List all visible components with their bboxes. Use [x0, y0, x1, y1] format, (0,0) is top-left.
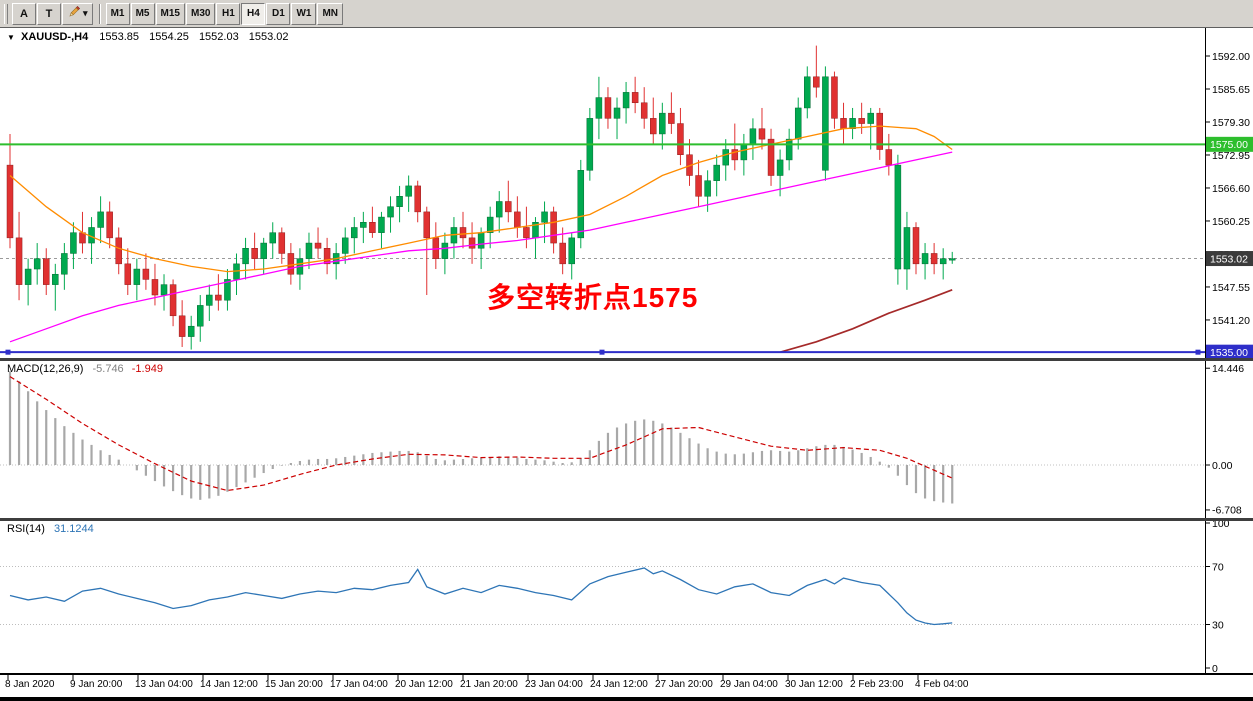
time-label: 20 Jan 12:00 — [395, 679, 453, 690]
svg-text:1579.30: 1579.30 — [1212, 117, 1250, 129]
line-handle — [5, 349, 11, 355]
window-edge — [0, 697, 1253, 701]
svg-text:1575.00: 1575.00 — [1210, 139, 1248, 151]
timeframe-button-m15[interactable]: M15 — [155, 2, 185, 25]
open-value: 1553.85 — [99, 31, 140, 43]
svg-text:1585.65: 1585.65 — [1212, 84, 1250, 96]
ma-magenta-line — [9, 151, 953, 343]
time-axis[interactable]: 8 Jan 2020 9 Jan 20:00 13 Jan 04:00 14 Jan … — [0, 675, 1253, 697]
pencil-icon — [67, 5, 81, 22]
rsi-layer — [0, 566, 1205, 626]
resistance-price-tag — [1206, 136, 1253, 152]
panel-splitter[interactable] — [0, 518, 1253, 521]
line-handle — [1195, 349, 1201, 355]
timeframe-button-m30[interactable]: M30 — [185, 2, 216, 25]
rsi-line — [9, 567, 953, 626]
timeframe-button-w1[interactable]: W1 — [291, 2, 317, 25]
chevron-down-icon: ▾ — [83, 8, 88, 18]
svg-text:1560.25: 1560.25 — [1212, 216, 1250, 228]
toolbar-separator — [98, 3, 101, 24]
time-label: 17 Jan 04:00 — [330, 679, 388, 690]
timeframe-button-m5[interactable]: M5 — [130, 2, 155, 25]
moving-averages-layer — [9, 125, 953, 354]
time-label: 9 Jan 20:00 — [70, 679, 123, 690]
macd-title: MACD(12,26,9) — [7, 363, 84, 375]
text-tool-button[interactable]: T — [37, 2, 61, 25]
svg-text:1553.02: 1553.02 — [1210, 253, 1248, 265]
time-label: 29 Jan 04:00 — [720, 679, 778, 690]
time-label: 4 Feb 04:00 — [915, 679, 969, 690]
font-tool-button[interactable]: A — [12, 2, 36, 25]
symbol-label: XAUUSD-,H4 — [20, 31, 89, 43]
time-label: 13 Jan 04:00 — [135, 679, 193, 690]
timeframe-button-mn[interactable]: MN — [317, 2, 343, 25]
ma-darkred-line — [779, 289, 953, 354]
svg-text:1541.20: 1541.20 — [1212, 315, 1250, 327]
timeframe-group: M1 M5 M15 M30 H1 H4 D1 W1 MN — [105, 2, 344, 25]
time-label: 8 Jan 2020 — [5, 679, 55, 690]
timeframe-button-m1[interactable]: M1 — [105, 2, 130, 25]
chart-bottom-border — [0, 673, 1253, 675]
time-label: 14 Jan 12:00 — [200, 679, 258, 690]
panel-splitter[interactable] — [0, 358, 1253, 361]
svg-text:14.446: 14.446 — [1212, 363, 1244, 375]
high-value: 1554.25 — [149, 31, 189, 43]
macd-layer — [0, 371, 1205, 504]
macd-signal-line — [9, 376, 953, 492]
low-value: 1552.03 — [198, 31, 239, 43]
time-label: 24 Jan 12:00 — [590, 679, 648, 690]
time-label: 2 Feb 23:00 — [850, 679, 904, 690]
svg-text:1547.55: 1547.55 — [1212, 282, 1250, 294]
macd-signal-value: -1.949 — [131, 363, 163, 375]
svg-text:70: 70 — [1212, 561, 1224, 573]
chart-annotation[interactable]: 多空转折点1575 — [487, 282, 699, 313]
ma-orange-line — [9, 125, 953, 273]
candles-layer — [6, 45, 956, 350]
macd-indicator-label: MACD(12,26,9) -5.746 -1.949 — [7, 363, 163, 375]
macd-main-value: -5.746 — [92, 363, 124, 375]
time-label: 23 Jan 04:00 — [525, 679, 583, 690]
rsi-indicator-label: RSI(14) 31.1244 — [7, 523, 94, 535]
timeframe-button-d1[interactable]: D1 — [266, 2, 291, 25]
symbol-dropdown-icon[interactable]: ▼ — [7, 33, 15, 42]
svg-text:0: 0 — [1212, 663, 1218, 675]
rsi-title: RSI(14) — [7, 523, 45, 535]
chart-ohlc-header: ▼ XAUUSD-,H4 1553.85 1554.25 1552.03 155… — [7, 31, 296, 43]
toolbar: A T ▾ M1 M5 M15 M30 H1 H4 D1 W1 MN — [0, 0, 1253, 28]
timeframe-button-h4[interactable]: H4 — [241, 2, 266, 25]
chart-layers — [0, 45, 1205, 626]
svg-text:1535.00: 1535.00 — [1210, 347, 1248, 359]
current-price-tag — [1206, 251, 1253, 267]
svg-text:1566.60: 1566.60 — [1212, 183, 1250, 195]
timeframe-button-h1[interactable]: H1 — [216, 2, 241, 25]
time-label: 21 Jan 20:00 — [460, 679, 518, 690]
close-value: 1553.02 — [248, 31, 289, 43]
svg-text:1592.00: 1592.00 — [1212, 51, 1250, 63]
price-axis[interactable] — [1205, 28, 1253, 675]
toolbar-grip[interactable] — [4, 3, 8, 24]
support-price-tag — [1206, 344, 1253, 360]
time-label: 15 Jan 20:00 — [265, 679, 323, 690]
time-label: 27 Jan 20:00 — [655, 679, 713, 690]
price-axis-layer: 1592.00 1585.65 1579.30 1572.95 1566.60 1560.… — [7, 28, 1253, 680]
draw-tool-button[interactable]: ▾ — [62, 2, 93, 25]
svg-text:-6.708: -6.708 — [1212, 505, 1242, 517]
svg-text:1572.95: 1572.95 — [1212, 150, 1250, 162]
svg-text:0.00: 0.00 — [1212, 460, 1233, 472]
line-handle — [599, 349, 605, 355]
svg-text:30: 30 — [1212, 619, 1224, 631]
time-label: 30 Jan 12:00 — [785, 679, 843, 690]
rsi-value: 31.1244 — [53, 523, 94, 535]
